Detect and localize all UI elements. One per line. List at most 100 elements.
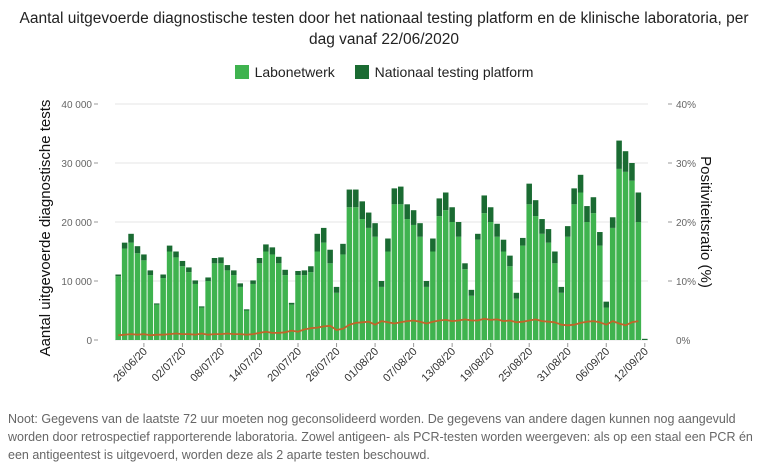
- bar-nationaal-testing-platform: [635, 192, 642, 222]
- positivity-line: [118, 317, 639, 337]
- bar-nationaal-testing-platform: [121, 242, 128, 249]
- bar-nationaal-testing-platform: [166, 245, 173, 252]
- bar-labonetwerk: [449, 222, 455, 340]
- bar-labonetwerk: [609, 227, 616, 340]
- bar-nationaal-testing-platform: [333, 286, 340, 293]
- y2-tick-label: 10%: [676, 277, 696, 288]
- bar-nationaal-testing-platform: [462, 263, 468, 270]
- bar-nationaal-testing-platform: [308, 266, 314, 273]
- bar-labonetwerk: [211, 263, 218, 340]
- legend-item-labonetwerk[interactable]: Labonetwerk: [234, 64, 335, 80]
- bar-labonetwerk: [423, 286, 430, 340]
- bar-nationaal-testing-platform: [539, 219, 545, 234]
- x-tick-label: 26/06/20: [111, 346, 150, 385]
- bar-labonetwerk: [436, 216, 443, 340]
- bar-nationaal-testing-platform: [475, 233, 481, 240]
- bar-labonetwerk: [231, 275, 237, 340]
- x-tick-label: 19/08/20: [458, 346, 497, 385]
- bar-nationaal-testing-platform: [327, 249, 333, 264]
- bar-labonetwerk: [218, 263, 224, 340]
- bar-nationaal-testing-platform: [198, 306, 205, 308]
- bar-labonetwerk: [500, 251, 507, 340]
- bar-labonetwerk: [629, 180, 635, 340]
- bar-nationaal-testing-platform: [160, 274, 166, 279]
- y2-axis-ticks: 0% 10% 20% 30% 40%: [668, 100, 696, 347]
- bar-nationaal-testing-platform: [526, 183, 532, 205]
- bar-nationaal-testing-platform: [282, 269, 288, 276]
- bar-nationaal-testing-platform: [243, 309, 250, 311]
- bar-labonetwerk: [590, 213, 597, 340]
- bar-labonetwerk: [577, 192, 584, 340]
- bar-labonetwerk: [468, 295, 475, 340]
- bar-nationaal-testing-platform: [603, 301, 610, 308]
- bar-labonetwerk: [494, 236, 500, 340]
- bar-labonetwerk: [520, 245, 526, 340]
- bar-nationaal-testing-platform: [642, 338, 648, 340]
- bar-labonetwerk: [622, 171, 629, 340]
- bar-nationaal-testing-platform: [301, 270, 308, 276]
- x-tick-label: 13/08/20: [419, 346, 458, 385]
- x-axis-ticks: 26/06/20 02/07/20 08/07/20 14/07/20 20/07/20…: [111, 343, 651, 384]
- bar-labonetwerk: [526, 204, 532, 340]
- bar-nationaal-testing-platform: [455, 222, 462, 237]
- bar-labonetwerk: [121, 248, 128, 340]
- bar-labonetwerk: [282, 275, 288, 340]
- bar-labonetwerk: [558, 292, 565, 340]
- bar-labonetwerk: [269, 254, 276, 340]
- footnote-line-3: een antigeentest is uitgevoerd, worden d…: [8, 448, 430, 462]
- x-tick-label: 07/08/20: [381, 346, 420, 385]
- bar-nationaal-testing-platform: [609, 217, 616, 228]
- bar-labonetwerk: [205, 281, 211, 340]
- bar-nationaal-testing-platform: [250, 280, 256, 284]
- bar-nationaal-testing-platform: [173, 251, 179, 258]
- x-tick-label: 14/07/20: [227, 346, 266, 385]
- bar-labonetwerk: [243, 310, 250, 340]
- bar-nationaal-testing-platform: [500, 239, 507, 252]
- bar-labonetwerk: [417, 236, 423, 340]
- bar-nationaal-testing-platform: [256, 257, 263, 264]
- bar-nationaal-testing-platform: [134, 246, 141, 254]
- bar-nationaal-testing-platform: [577, 174, 584, 193]
- bar-labonetwerk: [340, 254, 346, 340]
- positivity-line-group: [118, 317, 639, 337]
- legend-item-nationaal-testing-platform[interactable]: Nationaal testing platform: [354, 64, 533, 80]
- bar-labonetwerk: [584, 222, 590, 340]
- x-tick-label: 20/07/20: [265, 346, 304, 385]
- bar-nationaal-testing-platform: [513, 292, 520, 299]
- bar-labonetwerk: [430, 251, 436, 340]
- bar-nationaal-testing-platform: [481, 195, 488, 214]
- x-tick-label: 06/09/20: [574, 346, 613, 385]
- bar-nationaal-testing-platform: [269, 247, 276, 255]
- bar-nationaal-testing-platform: [391, 188, 398, 205]
- bar-nationaal-testing-platform: [584, 206, 590, 222]
- legend: Labonetwerk Nationaal testing platform: [0, 64, 768, 82]
- bar-nationaal-testing-platform: [218, 257, 224, 264]
- bar-labonetwerk: [616, 168, 622, 340]
- bar-nationaal-testing-platform: [616, 140, 622, 169]
- bar-nationaal-testing-platform: [186, 267, 192, 273]
- bar-labonetwerk: [186, 272, 192, 340]
- y-axis-ticks: 0 10 000 20 000 30 000 40 000: [61, 100, 98, 347]
- bar-nationaal-testing-platform: [558, 286, 565, 293]
- bar-labonetwerk: [295, 275, 301, 340]
- bar-labonetwerk: [635, 222, 642, 340]
- bar-nationaal-testing-platform: [295, 270, 301, 276]
- bar-nationaal-testing-platform: [346, 189, 353, 208]
- bar-nationaal-testing-platform: [552, 251, 558, 264]
- bar-nationaal-testing-platform: [520, 237, 526, 246]
- bar-nationaal-testing-platform: [532, 200, 539, 217]
- bar-nationaal-testing-platform: [410, 210, 417, 225]
- bar-labonetwerk: [481, 213, 488, 340]
- y2-tick-label: 40%: [676, 100, 696, 111]
- legend-label-labonetwerk: Labonetwerk: [254, 64, 335, 80]
- bar-labonetwerk: [507, 266, 513, 340]
- bar-labonetwerk: [237, 286, 243, 340]
- bar-nationaal-testing-platform: [275, 256, 282, 264]
- bar-nationaal-testing-platform: [179, 260, 186, 267]
- bar-nationaal-testing-platform: [507, 255, 513, 267]
- bar-nationaal-testing-platform: [340, 243, 346, 255]
- bar-labonetwerk: [442, 210, 449, 340]
- bar-nationaal-testing-platform: [442, 192, 449, 211]
- bar-labonetwerk: [198, 307, 205, 340]
- bar-nationaal-testing-platform: [564, 226, 571, 237]
